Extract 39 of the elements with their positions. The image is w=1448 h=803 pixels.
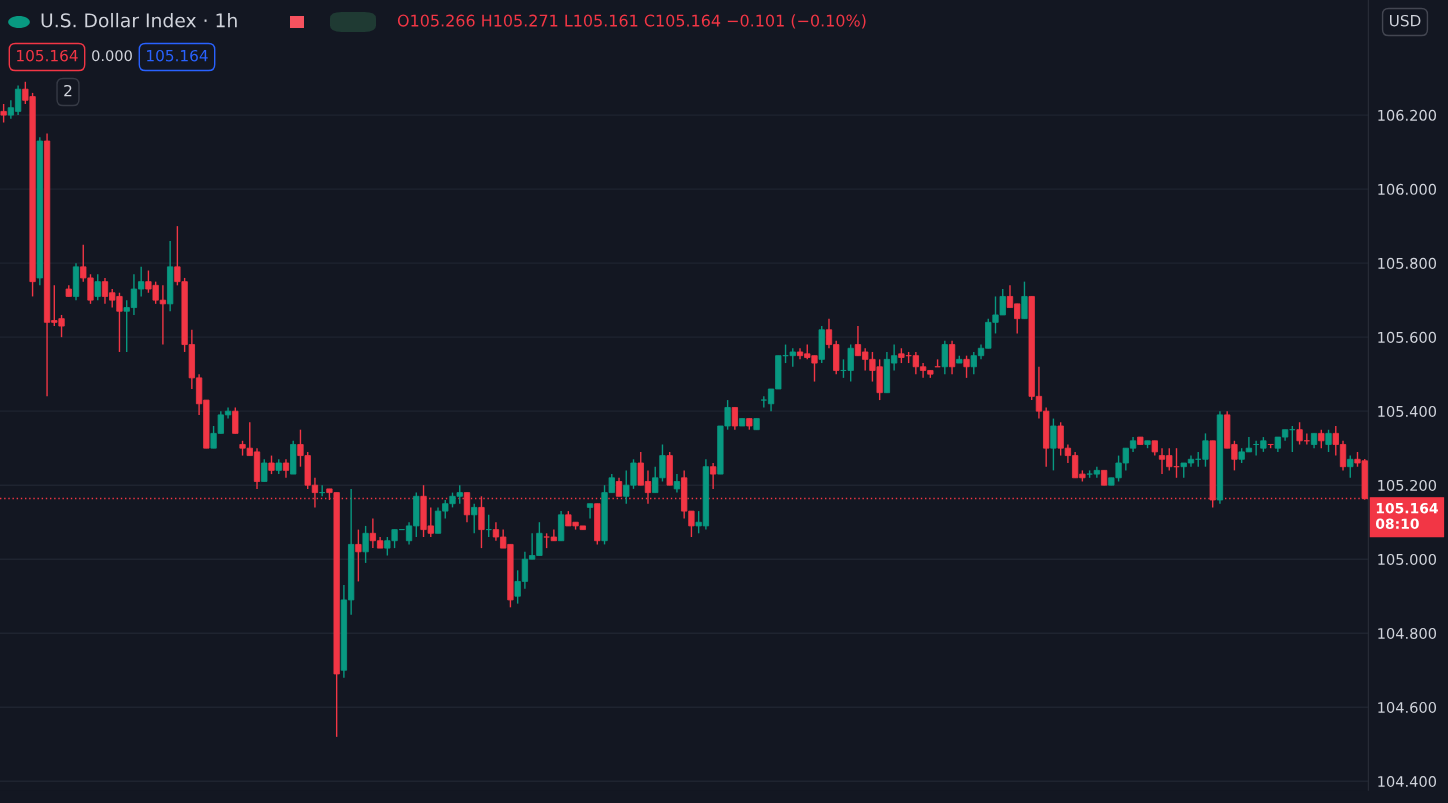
y-tick-label: 105.600 <box>1378 331 1437 343</box>
candlestick <box>1325 428 1332 453</box>
y-tick-label: 106.000 <box>1378 183 1437 195</box>
candlestick <box>232 406 239 435</box>
y-tick-label: 104.800 <box>1378 627 1437 639</box>
annotation: 2 <box>64 84 72 97</box>
candlestick <box>710 462 717 490</box>
annotation: 105.164 <box>17 49 78 62</box>
candlestick <box>261 458 268 483</box>
candlestick <box>1021 280 1028 320</box>
candlestick <box>94 273 101 301</box>
y-tick-label: 105.400 <box>1378 405 1437 417</box>
annotation: 0.000 <box>92 50 132 62</box>
candlestick <box>1347 454 1354 479</box>
candlestick <box>673 473 681 494</box>
candlestick <box>1050 417 1057 472</box>
y-tick-label: 105.200 <box>1378 479 1437 491</box>
annotation: 105.164 <box>147 49 208 62</box>
y-tick-label: 104.600 <box>1378 701 1437 713</box>
text: USD <box>1390 14 1421 27</box>
y-tick-label: 105.000 <box>1378 553 1437 565</box>
candlestick <box>963 354 970 379</box>
candlestick <box>268 454 275 475</box>
candlestick <box>282 458 290 479</box>
ref-line-label: 105.164 08:10 <box>1375 502 1438 529</box>
candlestick <box>948 340 956 375</box>
y-tick-label: 106.200 <box>1378 109 1437 121</box>
candlestick <box>471 503 478 535</box>
y-tick-label: 104.400 <box>1378 775 1437 788</box>
candlestick <box>1318 428 1325 449</box>
candlestick <box>362 525 369 564</box>
candlestick <box>0 103 7 124</box>
candlestick <box>355 528 362 583</box>
candlestick <box>586 503 594 520</box>
text: U.S. Dollar Index · 1h <box>41 12 237 28</box>
annotation: O105.266 H105.271 L105.161 C105.164 −0.101 (−0.10%) <box>397 14 866 29</box>
candlestick <box>731 406 738 431</box>
y-tick-label: 105.800 <box>1378 257 1437 269</box>
candlestick <box>941 340 948 375</box>
